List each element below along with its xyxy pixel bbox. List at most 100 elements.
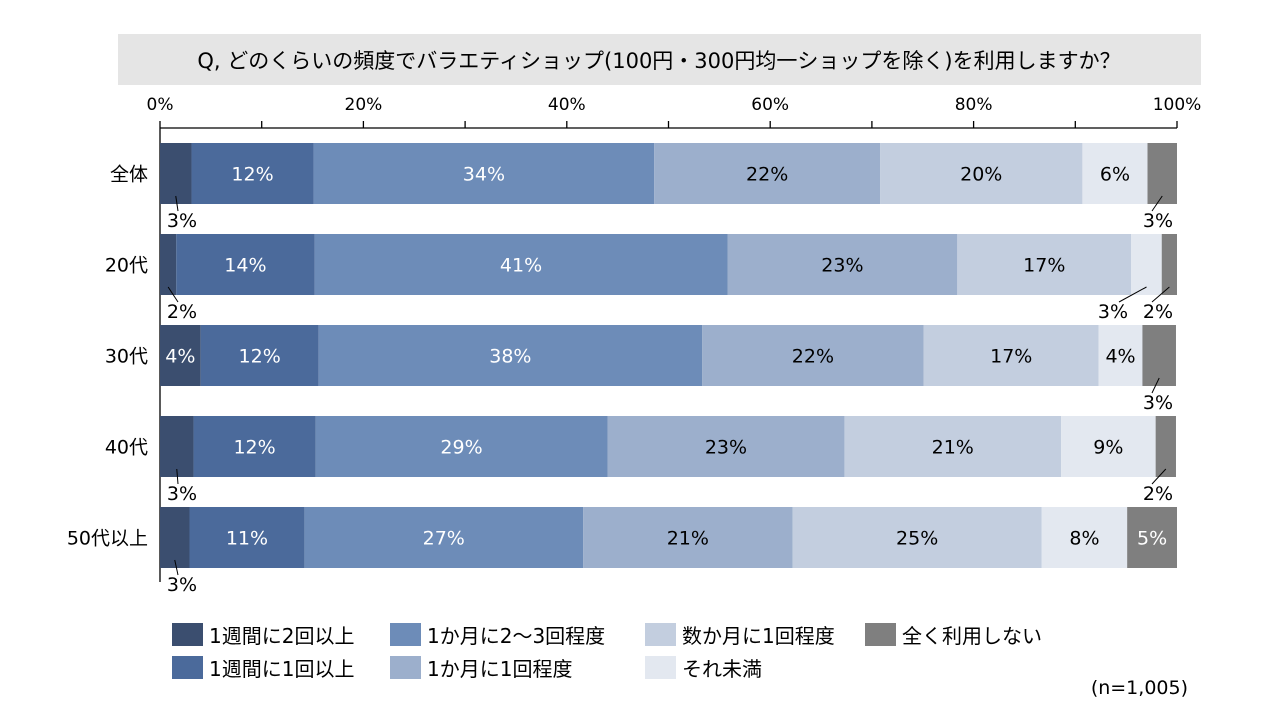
data-label: 34% bbox=[463, 164, 505, 186]
x-tick-label: 0% bbox=[147, 95, 174, 115]
bar-segment bbox=[314, 234, 728, 295]
data-label: 12% bbox=[239, 346, 281, 368]
data-label: 41% bbox=[500, 255, 542, 277]
bar-segment bbox=[160, 507, 190, 568]
data-label: 12% bbox=[231, 164, 273, 186]
bar-segment bbox=[193, 416, 316, 477]
bar-segment bbox=[1098, 325, 1143, 386]
bar-segment bbox=[1061, 416, 1156, 477]
leader-line bbox=[176, 468, 179, 485]
data-label: 20% bbox=[960, 164, 1002, 186]
chart-title: Q, どのくらいの頻度でバラエティショップ(100円・300円均一ショップを除く… bbox=[197, 49, 1120, 73]
data-label: 3% bbox=[1143, 392, 1173, 414]
legend-swatch bbox=[172, 623, 203, 646]
bar-segment bbox=[654, 143, 881, 204]
category-label: 全体 bbox=[110, 164, 148, 186]
bar-segment bbox=[923, 325, 1099, 386]
x-tick-label: 60% bbox=[751, 95, 789, 115]
data-label: 4% bbox=[1105, 346, 1135, 368]
bar-segment bbox=[1155, 416, 1176, 477]
category-label: 30代 bbox=[105, 346, 148, 368]
data-label: 29% bbox=[440, 437, 482, 459]
data-label: 3% bbox=[167, 210, 197, 232]
legend-label: 1か月に2〜3回程度 bbox=[427, 624, 605, 648]
bar-segment bbox=[702, 325, 924, 386]
category-label: 50代以上 bbox=[67, 528, 148, 550]
data-label: 4% bbox=[165, 346, 195, 368]
legend-label: 1週間に2回以上 bbox=[209, 624, 354, 648]
leader-line bbox=[1151, 468, 1167, 485]
data-label: 2% bbox=[1143, 483, 1173, 505]
data-label: 12% bbox=[233, 437, 275, 459]
data-label: 3% bbox=[1098, 301, 1128, 323]
sample-size-note: (n=1,005) bbox=[1091, 677, 1188, 699]
bar-segment bbox=[583, 507, 793, 568]
data-label: 17% bbox=[990, 346, 1032, 368]
data-label: 9% bbox=[1093, 437, 1123, 459]
x-tick-label: 20% bbox=[345, 95, 383, 115]
x-tick-label: 40% bbox=[548, 95, 586, 115]
bar-segment bbox=[957, 234, 1132, 295]
legend-label: 1週間に1回以上 bbox=[209, 657, 354, 681]
legend-label: 1か月に1回程度 bbox=[427, 657, 572, 681]
legend-swatch bbox=[865, 623, 896, 646]
data-label: 23% bbox=[705, 437, 747, 459]
data-label: 3% bbox=[167, 483, 197, 505]
bar-segment bbox=[1127, 507, 1177, 568]
bar-segment bbox=[607, 416, 845, 477]
leader-line bbox=[1151, 286, 1170, 303]
bar-segment bbox=[1161, 234, 1177, 295]
leader-line bbox=[1151, 377, 1160, 394]
bar-segment bbox=[1147, 143, 1177, 204]
data-label: 21% bbox=[667, 528, 709, 550]
data-label: 2% bbox=[1143, 301, 1173, 323]
data-label: 8% bbox=[1069, 528, 1099, 550]
data-label: 23% bbox=[821, 255, 863, 277]
bar-segment bbox=[200, 325, 319, 386]
data-label: 6% bbox=[1100, 164, 1130, 186]
data-label: 3% bbox=[167, 574, 197, 596]
data-label: 11% bbox=[226, 528, 268, 550]
legend-swatch bbox=[645, 623, 676, 646]
leader-line bbox=[175, 195, 179, 212]
title-background bbox=[118, 34, 1201, 85]
bar-segment bbox=[1082, 143, 1148, 204]
bar-segment bbox=[727, 234, 958, 295]
category-label: 40代 bbox=[105, 437, 148, 459]
x-tick-label: 80% bbox=[955, 95, 993, 115]
data-label: 27% bbox=[423, 528, 465, 550]
bar-segment bbox=[318, 325, 703, 386]
bar-segment bbox=[160, 416, 194, 477]
data-label: 14% bbox=[224, 255, 266, 277]
bar-segment bbox=[304, 507, 584, 568]
bar-segment bbox=[313, 143, 655, 204]
data-label: 2% bbox=[167, 301, 197, 323]
bar-segment bbox=[1142, 325, 1176, 386]
data-label: 3% bbox=[1143, 210, 1173, 232]
bar-segment bbox=[191, 143, 314, 204]
legend-swatch bbox=[645, 656, 676, 679]
bar-segment bbox=[160, 143, 192, 204]
data-label: 22% bbox=[792, 346, 834, 368]
category-label: 20代 bbox=[105, 255, 148, 277]
bar-segment bbox=[1041, 507, 1128, 568]
leader-line bbox=[1118, 286, 1147, 303]
bar-segment bbox=[160, 234, 177, 295]
x-tick-label: 100% bbox=[1153, 95, 1202, 115]
leader-line bbox=[167, 286, 179, 303]
data-label: 38% bbox=[489, 346, 531, 368]
bar-segment bbox=[176, 234, 315, 295]
bar-segment bbox=[1131, 234, 1162, 295]
legend-label: 全く利用しない bbox=[902, 624, 1042, 648]
data-label: 25% bbox=[896, 528, 938, 550]
bar-segment bbox=[792, 507, 1042, 568]
bar-segment bbox=[160, 325, 201, 386]
legend-label: それ未満 bbox=[682, 657, 762, 681]
leader-line bbox=[1151, 195, 1163, 212]
legend-swatch bbox=[390, 656, 421, 679]
leader-line bbox=[174, 559, 179, 576]
data-label: 5% bbox=[1137, 528, 1167, 550]
data-label: 17% bbox=[1023, 255, 1065, 277]
legend-label: 数か月に1回程度 bbox=[682, 624, 835, 648]
